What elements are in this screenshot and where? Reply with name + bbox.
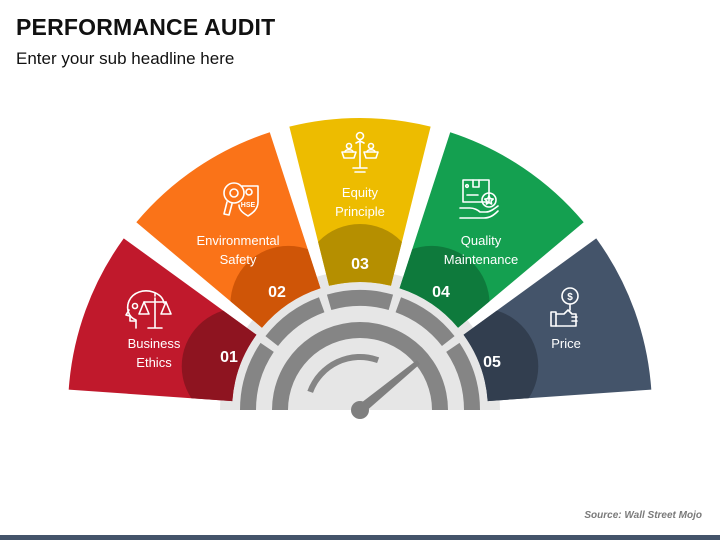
segment-label-line2: Maintenance xyxy=(444,252,518,267)
segment-number: 01 xyxy=(220,349,238,366)
segment-03: Equity Principle 03 xyxy=(335,185,385,273)
page-subtitle: Enter your sub headline here xyxy=(16,49,235,68)
hand-dollar-magnifier-icon: $ xyxy=(550,287,579,327)
segment-number: 03 xyxy=(351,256,369,273)
segment-05-shape xyxy=(463,238,652,402)
speedometer-icon xyxy=(240,290,480,419)
segment-label-line1: Environmental xyxy=(196,233,279,248)
segment-number: 05 xyxy=(483,354,501,371)
head-scales-icon xyxy=(125,290,172,329)
segment-05: Price 05 xyxy=(483,336,581,371)
svg-text:$: $ xyxy=(567,292,573,303)
segment-03-shape xyxy=(289,118,431,286)
segment-label-line2: Principle xyxy=(335,204,385,219)
number-badge xyxy=(181,308,257,402)
svg-text:HSE: HSE xyxy=(241,202,256,209)
number-badge xyxy=(302,224,418,286)
source-credit: Source: Wall Street Mojo xyxy=(584,510,702,521)
segment-02: Environmental Safety 02 xyxy=(196,233,286,301)
segment-label-line1: Equity xyxy=(342,185,379,200)
segment-number: 04 xyxy=(432,284,450,301)
page-title: PERFORMANCE AUDIT xyxy=(16,14,276,40)
number-badge xyxy=(463,308,539,402)
segment-01-shape xyxy=(68,238,257,402)
segment-label-line2: Ethics xyxy=(136,355,172,370)
segment-label-line1: Business xyxy=(128,336,181,351)
hse-magnifier-shield-icon: HSE xyxy=(223,182,259,217)
box-hand-star-icon xyxy=(459,179,499,219)
balance-people-icon xyxy=(341,131,379,173)
segment-01: Business Ethics 01 xyxy=(128,336,238,370)
segment-label-line1: Quality xyxy=(461,233,502,248)
segment-number: 02 xyxy=(268,284,286,301)
segment-04: Quality Maintenance 04 xyxy=(432,233,518,301)
footer-bar xyxy=(0,535,720,540)
segment-label-line1: Price xyxy=(551,336,581,351)
segment-label-line2: Safety xyxy=(220,252,257,267)
